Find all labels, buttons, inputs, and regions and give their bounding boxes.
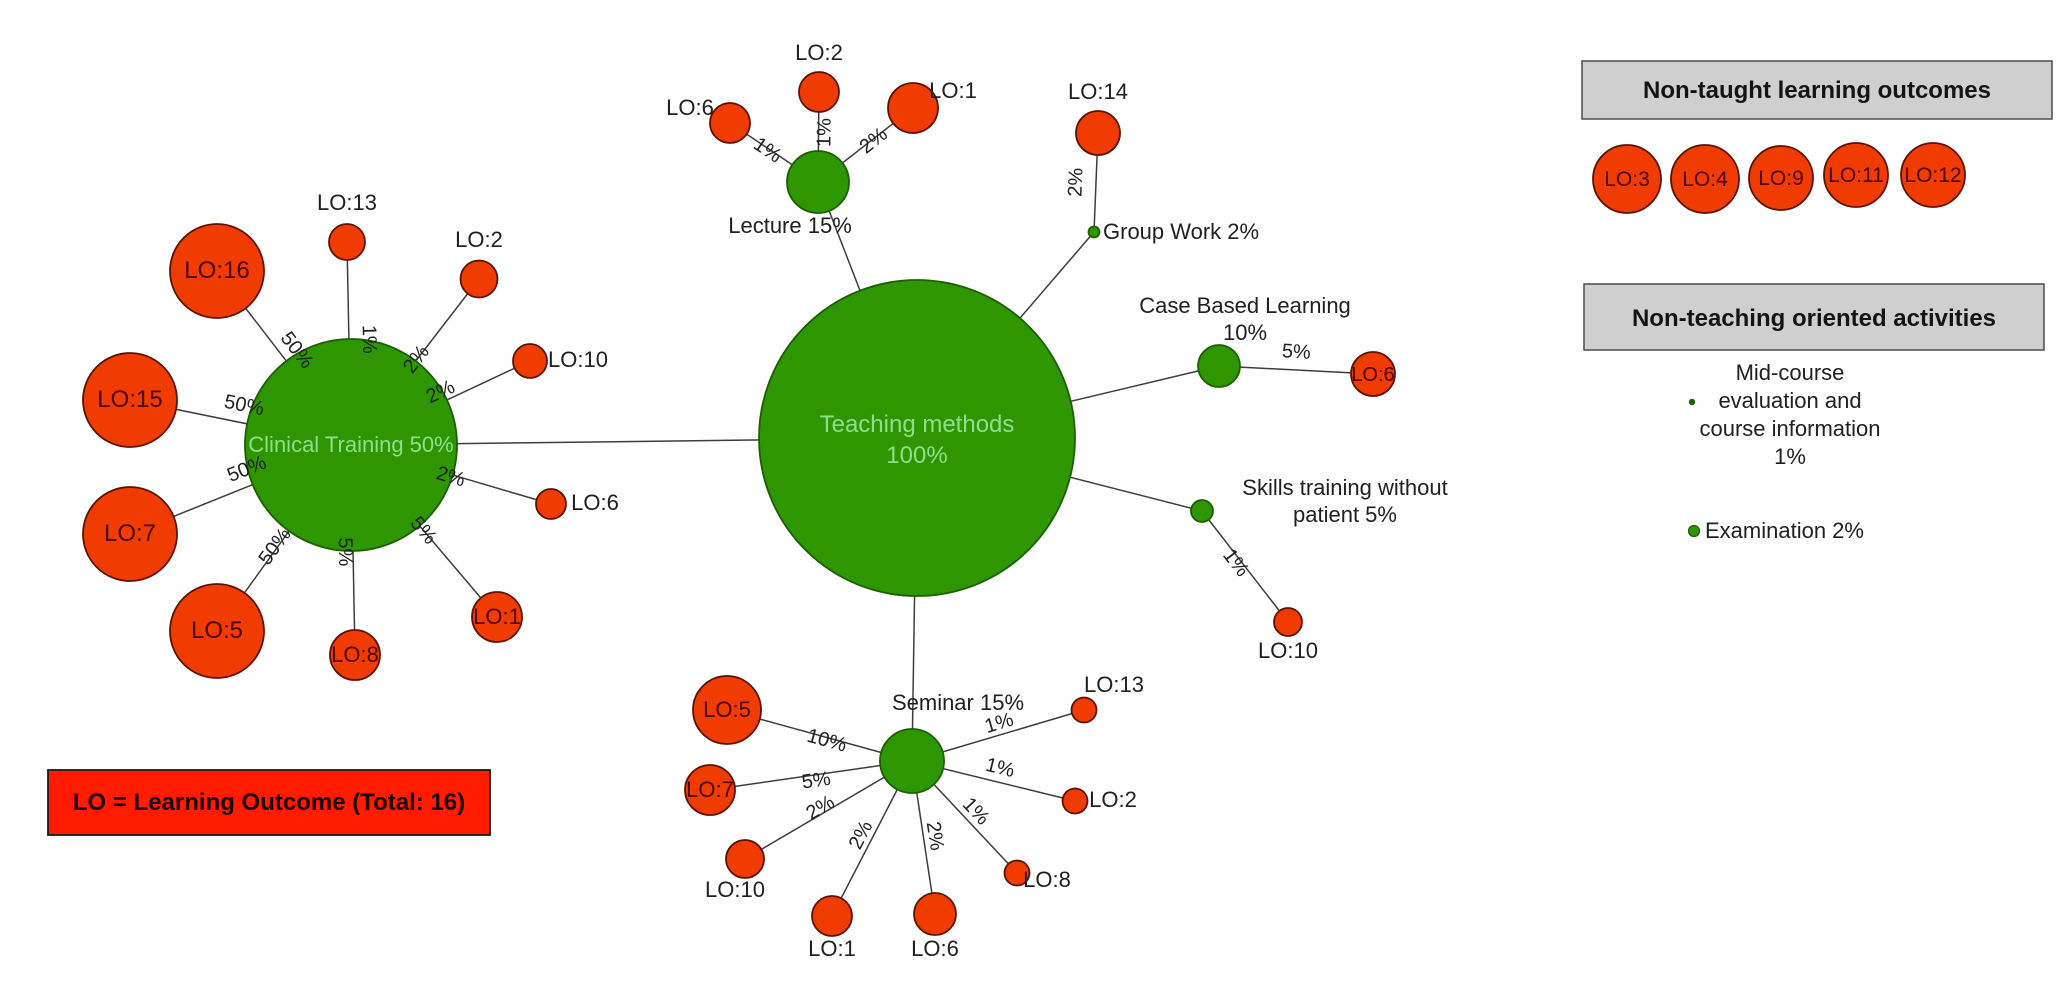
- svg-text:LO:13: LO:13: [1084, 672, 1144, 697]
- svg-text:LO:10: LO:10: [705, 877, 765, 902]
- svg-text:1%: 1%: [813, 118, 835, 147]
- svg-text:LO:4: LO:4: [1682, 168, 1728, 191]
- svg-text:Case Based Learning: Case Based Learning: [1139, 293, 1351, 318]
- svg-text:LO:8: LO:8: [1023, 867, 1071, 892]
- svg-text:LO:10: LO:10: [548, 347, 608, 372]
- svg-text:LO:16: LO:16: [184, 257, 249, 284]
- svg-text:2%: 2%: [1064, 167, 1087, 197]
- svg-text:LO:6: LO:6: [911, 936, 959, 961]
- svg-text:LO:5: LO:5: [703, 697, 751, 722]
- svg-text:Lecture 15%: Lecture 15%: [728, 213, 852, 238]
- svg-text:Teaching methods: Teaching methods: [820, 411, 1015, 438]
- svg-text:10%: 10%: [1223, 320, 1267, 345]
- svg-text:LO:6: LO:6: [571, 490, 619, 515]
- svg-text:Non-taught learning outcomes: Non-taught learning outcomes: [1643, 77, 1991, 104]
- svg-text:LO = Learning Outcome (Total:: LO = Learning Outcome (Total: 16): [73, 789, 465, 816]
- svg-text:100%: 100%: [886, 442, 947, 469]
- svg-text:1%: 1%: [1774, 444, 1806, 469]
- svg-text:LO:2: LO:2: [795, 40, 843, 65]
- svg-text:LO:9: LO:9: [1758, 167, 1804, 190]
- svg-text:patient 5%: patient 5%: [1293, 502, 1397, 527]
- svg-text:Examination 2%: Examination 2%: [1705, 518, 1864, 543]
- svg-text:LO:3: LO:3: [1604, 168, 1650, 191]
- svg-text:LO:1: LO:1: [808, 936, 856, 961]
- svg-text:LO:1: LO:1: [473, 604, 521, 629]
- svg-text:Mid-course: Mid-course: [1736, 360, 1845, 385]
- svg-text:LO:5: LO:5: [191, 617, 243, 644]
- svg-text:LO:7: LO:7: [104, 520, 156, 547]
- svg-text:LO:8: LO:8: [331, 642, 379, 667]
- svg-text:Non-teaching oriented activiti: Non-teaching oriented activities: [1632, 305, 1996, 332]
- svg-text:5%: 5%: [1281, 340, 1311, 363]
- svg-text:Skills training without: Skills training without: [1242, 475, 1447, 500]
- svg-text:LO:2: LO:2: [455, 227, 503, 252]
- svg-text:LO:11: LO:11: [1828, 164, 1884, 187]
- svg-text:LO:7: LO:7: [686, 777, 734, 802]
- svg-text:LO:6: LO:6: [1351, 364, 1394, 386]
- svg-text:LO:13: LO:13: [317, 190, 377, 215]
- svg-text:LO:15: LO:15: [97, 386, 162, 413]
- svg-text:5%: 5%: [800, 768, 832, 794]
- svg-text:1%: 1%: [358, 325, 381, 355]
- svg-text:Clinical Training 50%: Clinical Training 50%: [248, 432, 453, 457]
- svg-text:LO:2: LO:2: [1089, 787, 1137, 812]
- svg-text:LO:1: LO:1: [929, 78, 977, 103]
- svg-text:2%: 2%: [922, 820, 948, 852]
- svg-text:LO:10: LO:10: [1258, 638, 1318, 663]
- svg-text:5%: 5%: [334, 537, 357, 567]
- svg-text:LO:12: LO:12: [1904, 164, 1961, 187]
- svg-text:evaluation and: evaluation and: [1718, 388, 1861, 413]
- svg-text:LO:14: LO:14: [1068, 79, 1128, 104]
- svg-text:course information: course information: [1700, 416, 1881, 441]
- svg-text:LO:6: LO:6: [666, 95, 714, 120]
- svg-text:Group Work 2%: Group Work 2%: [1103, 219, 1259, 244]
